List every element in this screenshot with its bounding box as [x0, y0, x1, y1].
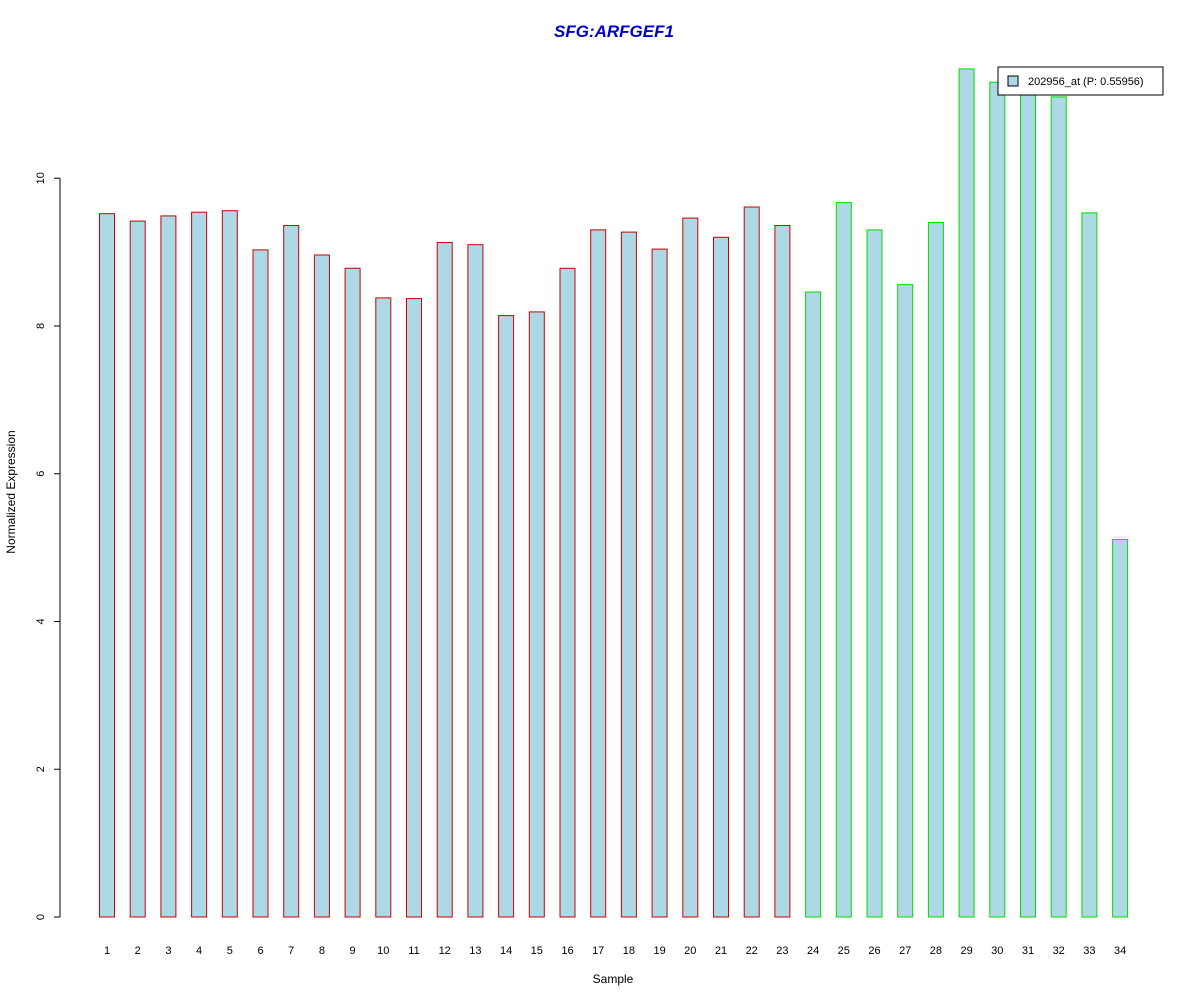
- y-tick-label: 0: [35, 914, 47, 920]
- x-tick-label: 12: [439, 945, 451, 957]
- x-tick-label: 13: [469, 945, 481, 957]
- x-tick-label: 31: [1022, 945, 1034, 957]
- bar-sample-30: [989, 81, 1006, 918]
- bar-sample-25: [835, 202, 852, 918]
- legend-entry-label: 202956_at (P: 0.55956): [1028, 76, 1144, 88]
- x-tick-label: 5: [227, 945, 233, 957]
- y-tick-label: 10: [35, 172, 47, 184]
- x-tick-label: 3: [165, 945, 171, 957]
- x-tick-label: 23: [776, 945, 788, 957]
- x-tick-label: 20: [684, 945, 696, 957]
- x-tick-label: 22: [746, 945, 758, 957]
- y-tick-label: 8: [35, 323, 47, 329]
- bar-sample-17: [590, 229, 607, 918]
- bar-sample-28: [927, 222, 944, 918]
- x-tick-label: 21: [715, 945, 727, 957]
- bar-sample-20: [682, 217, 699, 918]
- y-axis: 0 2 4 6 8 10: [35, 172, 61, 920]
- legend-box: [997, 66, 1164, 96]
- x-tick-label: 4: [196, 945, 202, 957]
- bar-sample-29: [958, 68, 975, 918]
- x-tick-label: 10: [377, 945, 389, 957]
- x-tick-label: 17: [592, 945, 604, 957]
- chart-title: SFG:ARFGEF1: [554, 22, 674, 41]
- x-tick-label: 16: [561, 945, 573, 957]
- bar-sample-27: [897, 284, 914, 918]
- bar-sample-33: [1081, 212, 1098, 918]
- bar-sample-7: [283, 225, 300, 918]
- bar-sample-32: [1050, 96, 1067, 918]
- bar-sample-5: [221, 210, 238, 918]
- bar-sample-16: [559, 267, 576, 918]
- x-tick-label: 1: [104, 945, 110, 957]
- y-tick-label: 6: [35, 471, 47, 477]
- bar-sample-11: [406, 298, 422, 918]
- bar-sample-24: [805, 291, 822, 918]
- bar-sample-6: [252, 249, 269, 918]
- bar-sample-10: [375, 297, 392, 918]
- y-tick-label: 4: [35, 618, 47, 624]
- bar-sample-13: [467, 244, 484, 918]
- bar-sample-23: [774, 225, 791, 918]
- x-tick-label: 15: [531, 945, 543, 957]
- bar-sample-15: [528, 311, 545, 918]
- x-tick-label: 6: [257, 945, 263, 957]
- bar-sample-4: [191, 211, 208, 918]
- y-axis-label: Normalized Expression: [4, 430, 18, 553]
- bar-sample-12: [436, 242, 453, 918]
- bar-sample-31: [1020, 92, 1036, 918]
- x-tick-label: 32: [1053, 945, 1065, 957]
- x-tick-label: 14: [500, 945, 512, 957]
- x-tick-label: 27: [899, 945, 911, 957]
- x-tick-label: 29: [960, 945, 972, 957]
- legend-swatch: [1007, 75, 1019, 87]
- x-tick-labels: 1 2 3 4 5 6 7 8 9 10 11 12 13 14 15 16 17 18 19 20 21 22 23 24 2…: [104, 945, 1126, 957]
- x-tick-label: 28: [930, 945, 942, 957]
- bars-group: [99, 68, 1129, 918]
- legend: 202956_at (P: 0.55956): [997, 66, 1164, 96]
- x-tick-label: 18: [623, 945, 635, 957]
- x-axis-label: Sample: [593, 972, 634, 986]
- bar-sample-14: [498, 315, 515, 918]
- bar-sample-21: [713, 236, 729, 918]
- x-tick-label: 30: [991, 945, 1003, 957]
- x-tick-label: 2: [135, 945, 141, 957]
- bar-sample-2: [129, 220, 146, 918]
- x-tick-label: 34: [1114, 945, 1126, 957]
- x-tick-label: 7: [288, 945, 294, 957]
- x-tick-label: 25: [838, 945, 850, 957]
- y-tick-label: 2: [35, 766, 47, 772]
- bar-sample-3: [160, 215, 177, 918]
- x-tick-label: 11: [408, 945, 419, 957]
- x-tick-label: 24: [807, 945, 819, 957]
- bar-sample-1: [99, 213, 115, 918]
- x-tick-label: 19: [653, 945, 665, 957]
- bar-sample-34: [1112, 539, 1129, 918]
- x-tick-label: 9: [350, 945, 356, 957]
- bar-sample-26: [866, 229, 883, 918]
- x-tick-label: 33: [1083, 945, 1095, 957]
- bar-sample-18: [620, 231, 637, 918]
- bar-sample-19: [651, 248, 668, 918]
- bar-sample-22: [743, 206, 760, 918]
- bar-sample-8: [313, 254, 330, 918]
- x-tick-label: 8: [319, 945, 325, 957]
- bar-sample-9: [344, 267, 361, 918]
- x-tick-label: 26: [868, 945, 880, 957]
